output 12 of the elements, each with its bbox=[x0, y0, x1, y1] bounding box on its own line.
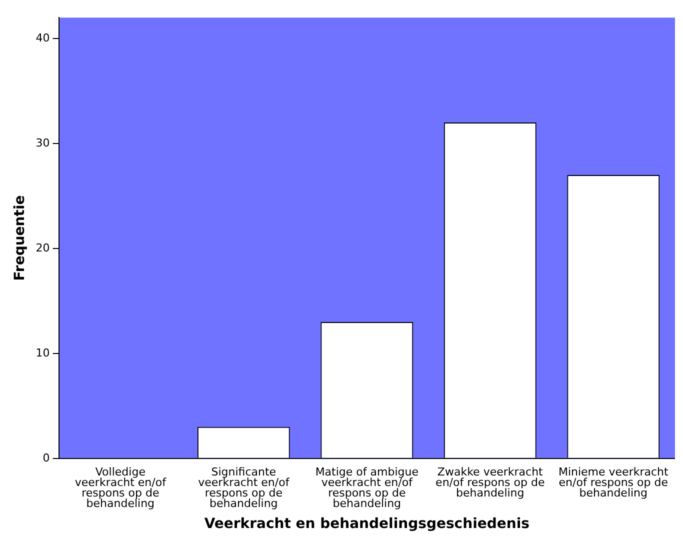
y-tick-label: 20 bbox=[36, 241, 50, 254]
x-axis-title: Veerkracht en behandelingsgeschiedenis bbox=[204, 516, 530, 532]
y-tick-label: 10 bbox=[36, 346, 50, 360]
y-tick-label: 30 bbox=[36, 136, 50, 150]
x-tick-label: Zwakke veerkracht en/of respons op de behandeling bbox=[436, 465, 545, 500]
x-tick-label: Significante veerkracht en/of respons op de behandeling bbox=[198, 465, 290, 510]
y-tick-label: 40 bbox=[36, 31, 50, 44]
x-tick-label: Matige of ambigue veerkracht en/of respons op de behandeling bbox=[315, 465, 419, 510]
y-axis-title: Frequentie bbox=[12, 195, 28, 281]
x-tick-label: Minieme veerkracht en/of respons op de behandeling bbox=[558, 465, 669, 500]
y-tick-label: 0 bbox=[42, 451, 50, 464]
x-tick-label: Volledige veerkracht en/of respons op de behandeling bbox=[74, 465, 168, 510]
